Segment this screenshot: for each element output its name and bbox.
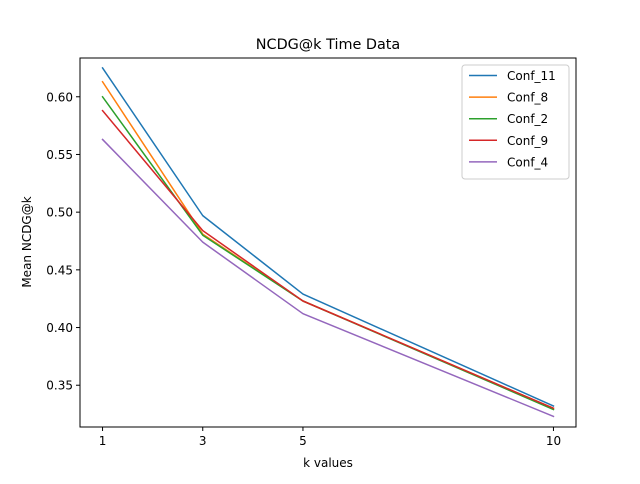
series-line-conf-9 bbox=[101, 109, 555, 410]
chart-title: NCDG@k Time Data bbox=[256, 37, 401, 53]
x-tick-label: 1 bbox=[99, 434, 107, 448]
legend-label: Conf_8 bbox=[507, 91, 548, 105]
y-axis-label: Mean NCDG@k bbox=[20, 196, 34, 287]
y-tick-label: 0.35 bbox=[46, 379, 73, 393]
x-tick-label: 10 bbox=[546, 434, 561, 448]
y-tick-label: 0.55 bbox=[46, 148, 73, 162]
axis-ticks: 1 3 5 10 0.35 0.40 0.45 0.50 0.55 0.60 bbox=[46, 90, 561, 448]
plot-area-frame bbox=[79, 57, 577, 428]
legend-label: Conf_9 bbox=[507, 134, 548, 148]
series-line-conf-11 bbox=[101, 66, 555, 407]
y-tick-label: 0.45 bbox=[46, 263, 73, 277]
legend: Conf_11 Conf_8 Conf_2 Conf_9 Conf_4 bbox=[461, 64, 570, 180]
y-tick-label: 0.40 bbox=[46, 321, 73, 335]
legend-label: Conf_2 bbox=[507, 112, 548, 126]
x-tick-label: 5 bbox=[299, 434, 307, 448]
y-tick-label: 0.60 bbox=[46, 90, 73, 104]
legend-label: Conf_11 bbox=[507, 69, 556, 83]
x-tick-label: 3 bbox=[199, 434, 207, 448]
legend-label: Conf_4 bbox=[507, 155, 548, 169]
legend-box bbox=[461, 64, 570, 180]
series-lines bbox=[101, 66, 555, 418]
y-tick-label: 0.50 bbox=[46, 206, 73, 220]
series-line-conf-4 bbox=[101, 138, 555, 418]
x-axis-label: k values bbox=[303, 456, 353, 470]
